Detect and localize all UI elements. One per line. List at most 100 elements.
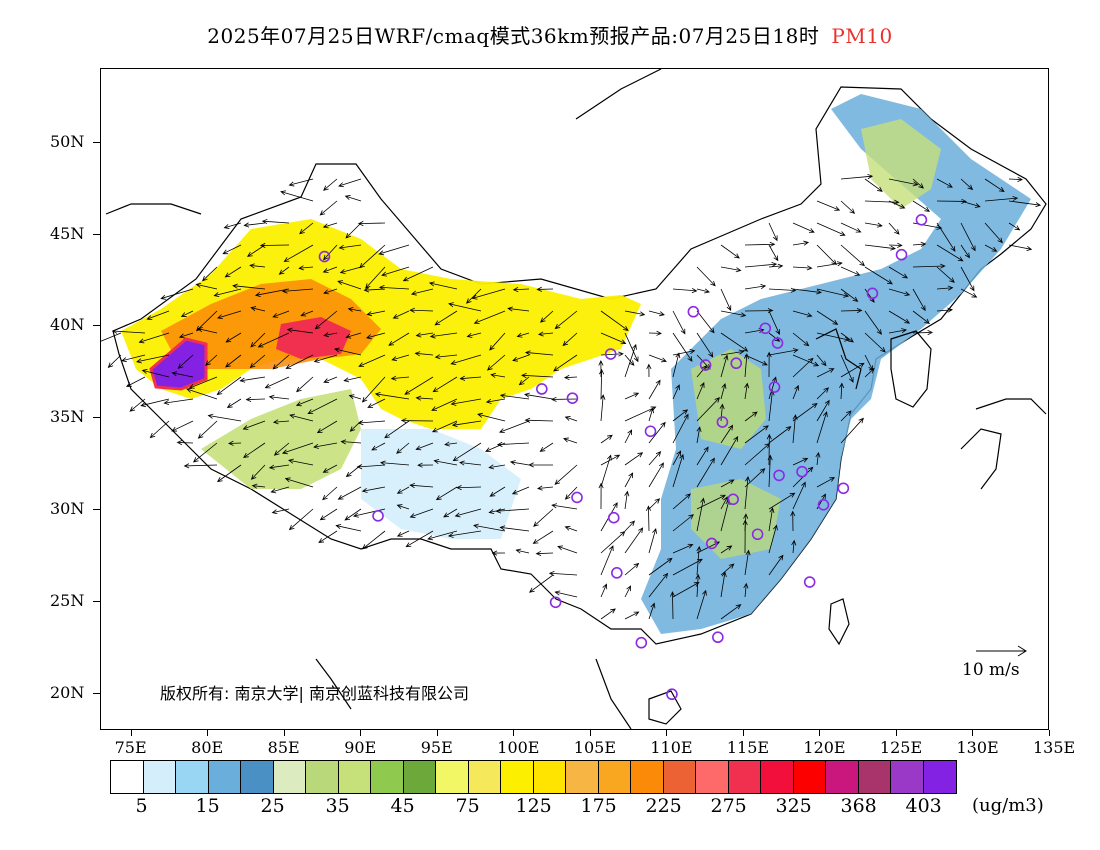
wind-vector	[744, 468, 766, 488]
wind-vector	[816, 368, 835, 378]
wind-vector	[960, 288, 978, 298]
wind-vector	[792, 222, 815, 233]
wind-vector	[348, 394, 362, 400]
wind-vector	[839, 382, 845, 400]
wind-vector	[696, 382, 705, 400]
wind-vector	[107, 354, 122, 368]
wind-vector	[205, 354, 218, 366]
wind-vector	[912, 310, 930, 325]
wind-vector	[624, 527, 644, 554]
station-marker	[635, 636, 648, 649]
wind-vector	[553, 354, 578, 372]
wind-vector	[415, 395, 434, 401]
colorbar-label: 5	[135, 795, 148, 817]
wind-vector	[273, 442, 290, 456]
japan-coastline	[960, 398, 1047, 490]
wind-vector	[540, 310, 554, 323]
colorbar-swatch	[143, 761, 176, 793]
wind-vector	[488, 464, 506, 470]
wind-vector	[288, 178, 314, 187]
wind-vector	[720, 354, 729, 378]
wind-vector	[428, 281, 458, 290]
station-marker	[604, 348, 617, 360]
wind-vector	[960, 266, 975, 292]
wind-vector	[598, 360, 604, 378]
wind-vector	[600, 434, 613, 444]
wind-vector	[554, 310, 578, 330]
wind-vector	[345, 332, 362, 339]
lon-tick	[207, 730, 209, 736]
lat-label: 25N	[50, 591, 85, 611]
colorbar-unit: (ug/m3)	[972, 795, 1044, 816]
lat-label: 50N	[50, 131, 85, 151]
wind-vector	[239, 376, 266, 383]
lon-tick	[589, 730, 591, 736]
wind-vector	[146, 310, 170, 321]
wind-vector	[495, 508, 530, 514]
lat-tick	[93, 141, 100, 143]
wind-vector	[624, 562, 640, 576]
wind-vector	[343, 376, 362, 383]
wind-vector	[840, 244, 866, 267]
lon-label: 110E	[650, 738, 693, 757]
wind-vector	[334, 347, 362, 356]
colorbar-label: 225	[645, 795, 682, 817]
wind-vector	[792, 288, 822, 295]
wind-vector	[648, 379, 661, 400]
station-marker	[751, 528, 764, 541]
wind-vector	[249, 354, 266, 369]
wind-vector	[251, 483, 266, 489]
wind-vector	[323, 376, 338, 383]
wind-vector	[160, 288, 194, 300]
lon-tick	[895, 730, 897, 736]
wind-vector	[696, 589, 707, 620]
lon-tick	[819, 730, 821, 736]
wind-vector	[213, 288, 242, 298]
wind-vector	[431, 398, 458, 411]
wind-vector	[450, 354, 482, 366]
wind-vector	[696, 266, 716, 287]
wind-vector	[600, 530, 626, 554]
wind-vector	[524, 417, 554, 423]
wind-vector	[111, 328, 146, 334]
colorbar-swatch	[598, 761, 631, 793]
colorbar-label: 35	[325, 795, 350, 817]
wind-vector	[672, 582, 700, 598]
station-marker	[549, 596, 562, 609]
wind-vector	[840, 200, 856, 214]
wind-vector	[347, 307, 362, 313]
wind-vector	[672, 352, 681, 378]
wind-vector	[864, 178, 883, 192]
wind-vector	[193, 442, 218, 463]
wind-vector	[268, 394, 290, 400]
bohai-coastline	[815, 328, 862, 390]
lon-tick	[972, 730, 974, 736]
wind-vector	[388, 332, 410, 346]
wind-vector	[720, 496, 728, 510]
wind-vector	[816, 310, 839, 325]
wind-vector	[392, 310, 410, 319]
wind-vector	[648, 330, 662, 336]
wind-vector	[792, 332, 810, 347]
wind-vector	[286, 327, 314, 334]
colorbar-swatch	[826, 761, 859, 793]
wind-vector	[431, 420, 458, 433]
map-panel	[100, 68, 1049, 730]
wind-vector	[223, 222, 242, 229]
wind-vector	[816, 288, 850, 298]
colorbar-swatch	[468, 761, 501, 793]
wind-vector	[396, 486, 410, 494]
wind-vector	[402, 266, 434, 282]
wind-vector	[225, 354, 242, 368]
copyright-credit: 版权所有: 南京大学| 南京创蓝科技有限公司	[160, 684, 469, 703]
wind-vector	[496, 441, 530, 447]
wind-vector	[792, 414, 798, 444]
wind-vector	[434, 310, 458, 326]
wind-vector	[283, 244, 314, 262]
wind-vector	[768, 376, 777, 400]
wind-vector	[149, 420, 170, 439]
wind-vector	[323, 288, 338, 295]
wind-vector	[284, 477, 314, 488]
wind-vector	[696, 365, 708, 378]
wind-vector	[936, 178, 953, 188]
